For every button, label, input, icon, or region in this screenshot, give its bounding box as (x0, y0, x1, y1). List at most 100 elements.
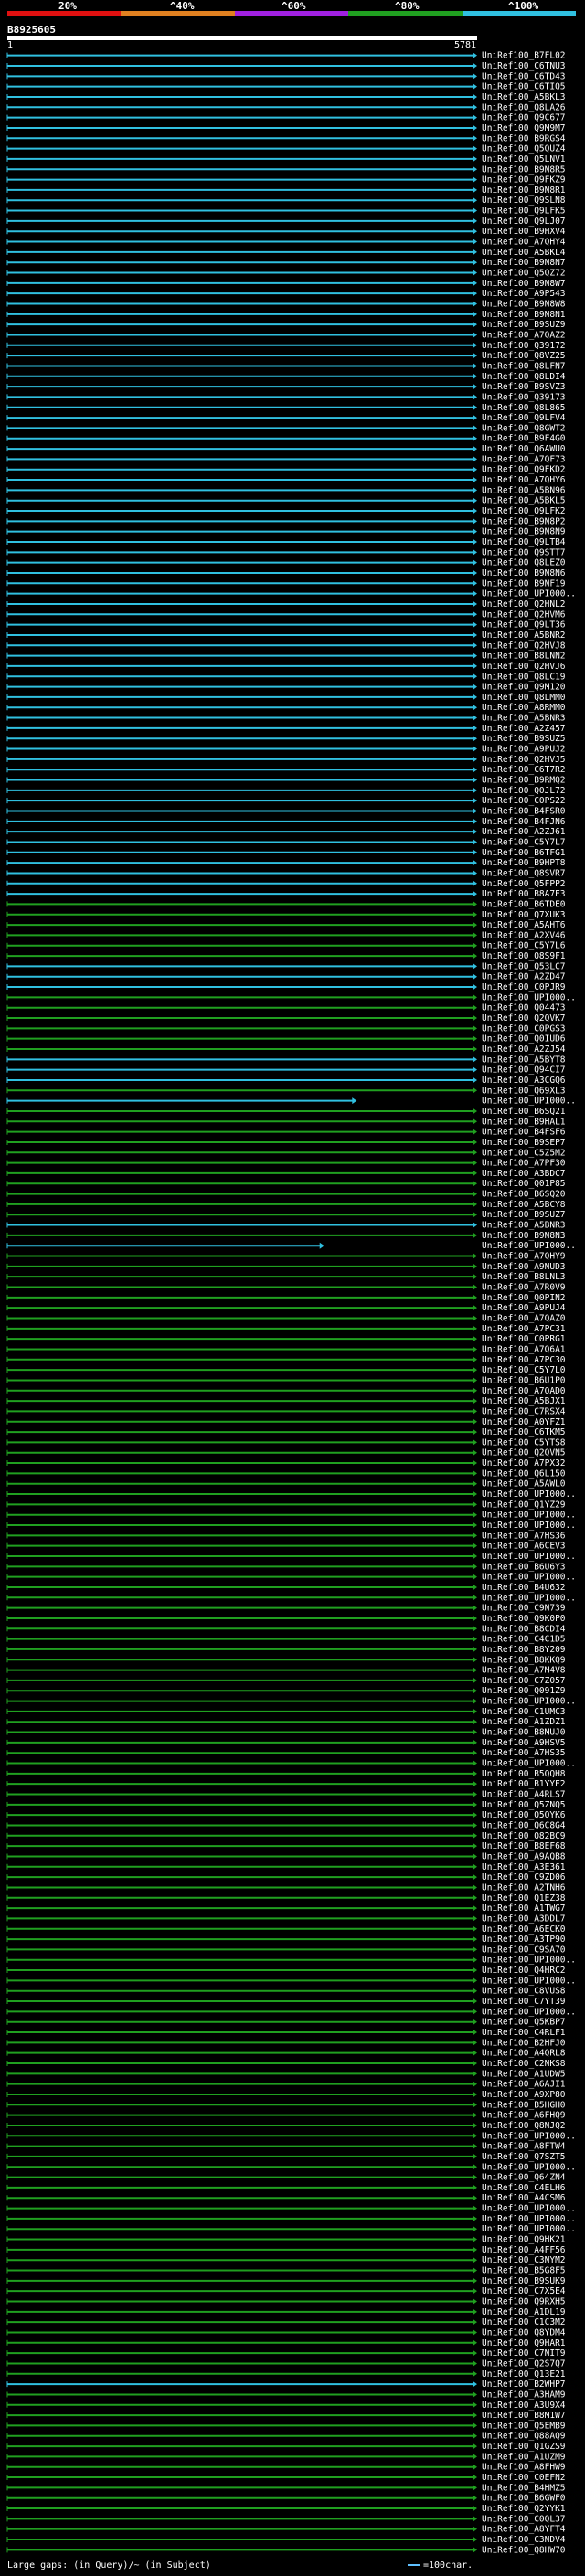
hit-label[interactable]: UniRef100_Q2S7Q7 (482, 2359, 566, 2369)
hit-row[interactable]: UniRef100_A2ZD47 (6, 972, 566, 982)
hit-label[interactable]: UniRef100_Q8NJQ2 (482, 2121, 566, 2131)
hit-row[interactable]: UniRef100_B8LNN2 (6, 652, 566, 662)
hit-label[interactable]: UniRef100_A5BJX1 (482, 1396, 566, 1406)
hit-label[interactable]: UniRef100_Q9FKD2 (482, 465, 566, 475)
hit-row[interactable]: UniRef100_Q8LFN7 (6, 361, 566, 371)
hit-row[interactable]: UniRef100_Q9RXH5 (6, 2297, 566, 2307)
hit-row[interactable]: UniRef100_B8LNL3 (6, 1272, 566, 1282)
hit-row[interactable]: UniRef100_A5BKL5 (6, 496, 566, 506)
hit-row[interactable]: UniRef100_C2NKS8 (6, 2059, 566, 2069)
hit-row[interactable]: UniRef100_A9HSV5 (6, 1738, 566, 1748)
hit-row[interactable]: UniRef100_Q5QUZ4 (6, 144, 566, 154)
hit-label[interactable]: UniRef100_A9XP80 (482, 2090, 566, 2100)
hit-label[interactable]: UniRef100_Q9HK21 (482, 2235, 566, 2245)
hit-label[interactable]: UniRef100_C7X5E4 (482, 2286, 566, 2296)
hit-label[interactable]: UniRef100_A7QAD0 (482, 1386, 566, 1396)
hit-label[interactable]: UniRef100_C1UMC3 (482, 1707, 566, 1717)
hit-label[interactable]: UniRef100_Q0IUD6 (482, 1034, 566, 1044)
hit-row[interactable]: UniRef100_UPI000.. (6, 2214, 576, 2224)
hit-label[interactable]: UniRef100_B4FSF6 (482, 1128, 566, 1138)
hit-row[interactable]: UniRef100_B6SQ21 (6, 1107, 566, 1117)
hit-row[interactable]: UniRef100_C7YT39 (6, 1997, 566, 2007)
hit-row[interactable]: UniRef100_B8A7E3 (6, 889, 566, 899)
hit-label[interactable]: UniRef100_Q6AWU0 (482, 444, 566, 454)
hit-row[interactable]: UniRef100_Q091Z9 (6, 1686, 566, 1696)
hit-label[interactable]: UniRef100_Q7SZT5 (482, 2152, 566, 2162)
hit-row[interactable]: UniRef100_B6U1P0 (6, 1375, 566, 1385)
hit-label[interactable]: UniRef100_UPI000.. (482, 589, 576, 599)
hit-label[interactable]: UniRef100_Q5LNV1 (482, 154, 566, 164)
hit-row[interactable]: UniRef100_A3E361 (6, 1862, 566, 1872)
hit-label[interactable]: UniRef100_UPI000.. (482, 1552, 576, 1562)
hit-label[interactable]: UniRef100_Q8GWT2 (482, 423, 566, 433)
hit-label[interactable]: UniRef100_UPI000.. (482, 2204, 576, 2214)
hit-label[interactable]: UniRef100_UPI000.. (482, 1489, 576, 1500)
hit-row[interactable]: UniRef100_A1UZM9 (6, 2452, 566, 2462)
hit-label[interactable]: UniRef100_A3E361 (482, 1862, 566, 1872)
hit-label[interactable]: UniRef100_B2WHP7 (482, 2380, 566, 2390)
hit-row[interactable]: UniRef100_Q6AWU0 (6, 444, 566, 454)
hit-row[interactable]: UniRef100_C7RSX4 (6, 1406, 566, 1416)
hit-label[interactable]: UniRef100_Q2HVJ8 (482, 641, 566, 651)
hit-row[interactable]: UniRef100_Q5QYK6 (6, 1810, 566, 1820)
hit-row[interactable]: UniRef100_A6ECK0 (6, 1924, 566, 1935)
hit-label[interactable]: UniRef100_Q091Z9 (482, 1686, 566, 1696)
hit-label[interactable]: UniRef100_B9N8W8 (482, 299, 566, 309)
hit-row[interactable]: UniRef100_A5BNR2 (6, 631, 566, 641)
hit-row[interactable]: UniRef100_UPI000.. (6, 1573, 576, 1583)
hit-row[interactable]: UniRef100_B6SQ20 (6, 1190, 566, 1200)
hit-label[interactable]: UniRef100_UPI000.. (482, 1511, 576, 1521)
hit-row[interactable]: UniRef100_Q9FKD2 (6, 465, 566, 475)
hit-row[interactable]: UniRef100_Q9M9M7 (6, 123, 566, 133)
hit-label[interactable]: UniRef100_B9RMQ2 (482, 776, 566, 786)
hit-row[interactable]: UniRef100_Q53LC7 (6, 961, 566, 971)
hit-label[interactable]: UniRef100_C3NDV4 (482, 2535, 566, 2545)
hit-label[interactable]: UniRef100_C0PS22 (482, 796, 566, 806)
hit-row[interactable]: UniRef100_Q1GZS9 (6, 2442, 566, 2452)
hit-label[interactable]: UniRef100_Q64ZN4 (482, 2173, 566, 2183)
hit-label[interactable]: UniRef100_A8FHW9 (482, 2463, 566, 2473)
hit-label[interactable]: UniRef100_UPI000.. (482, 1697, 576, 1707)
hit-row[interactable]: UniRef100_B9SUK9 (6, 2276, 566, 2286)
hit-label[interactable]: UniRef100_A5BNR2 (482, 631, 566, 641)
hit-label[interactable]: UniRef100_B9HXV4 (482, 227, 566, 237)
hit-row[interactable]: UniRef100_Q2HVM6 (6, 610, 566, 620)
hit-label[interactable]: UniRef100_C7NIT9 (482, 2348, 566, 2359)
hit-row[interactable]: UniRef100_A7PX32 (6, 1458, 566, 1468)
hit-row[interactable]: UniRef100_Q8LDI4 (6, 372, 566, 382)
hit-row[interactable]: UniRef100_Q8GWT2 (6, 423, 566, 433)
hit-row[interactable]: UniRef100_C9N739 (6, 1604, 566, 1614)
hit-row[interactable]: UniRef100_B9HAL1 (6, 1117, 566, 1127)
hit-label[interactable]: UniRef100_C9N739 (482, 1604, 566, 1614)
hit-label[interactable]: UniRef100_A5BKL3 (482, 92, 566, 102)
hit-row[interactable]: UniRef100_A4FF56 (6, 2245, 566, 2255)
hit-label[interactable]: UniRef100_Q5EMB9 (482, 2421, 566, 2431)
hit-row[interactable]: UniRef100_A7HS35 (6, 1748, 566, 1758)
hit-row[interactable]: UniRef100_Q9FKZ9 (6, 175, 566, 186)
hit-row[interactable]: UniRef100_UPI000.. (6, 1511, 576, 1521)
hit-label[interactable]: UniRef100_A7Q6A1 (482, 1344, 566, 1354)
hit-label[interactable]: UniRef100_Q5QZ72 (482, 269, 566, 279)
hit-row[interactable]: UniRef100_B6GWF0 (6, 2494, 566, 2504)
hit-label[interactable]: UniRef100_C0PGS3 (482, 1023, 566, 1034)
hit-row[interactable]: UniRef100_A5BCY8 (6, 1200, 566, 1210)
hit-label[interactable]: UniRef100_C1C3M2 (482, 2317, 566, 2327)
hit-label[interactable]: UniRef100_UPI000.. (482, 2224, 576, 2234)
hit-label[interactable]: UniRef100_Q1GZS9 (482, 2442, 566, 2452)
hit-row[interactable]: UniRef100_Q7SZT5 (6, 2152, 566, 2162)
hit-label[interactable]: UniRef100_A5AHT6 (482, 920, 566, 930)
hit-label[interactable]: UniRef100_A2ZJ54 (482, 1044, 566, 1055)
hit-label[interactable]: UniRef100_B8A7E3 (482, 889, 566, 899)
hit-row[interactable]: UniRef100_UPI000.. (6, 2007, 576, 2017)
hit-label[interactable]: UniRef100_A7QHY4 (482, 238, 566, 248)
hit-row[interactable]: UniRef100_Q9C677 (6, 113, 566, 123)
hit-row[interactable]: UniRef100_A9PUJ2 (6, 745, 566, 755)
hit-row[interactable]: UniRef100_A4RLS7 (6, 1790, 566, 1800)
hit-row[interactable]: UniRef100_A9P543 (6, 289, 566, 299)
hit-row[interactable]: UniRef100_A5BNR3 (6, 1221, 566, 1231)
hit-row[interactable]: UniRef100_C7X5E4 (6, 2286, 566, 2296)
hit-row[interactable]: UniRef100_B8MUJ0 (6, 1728, 566, 1738)
hit-label[interactable]: UniRef100_C6TD43 (482, 71, 566, 81)
hit-row[interactable]: UniRef100_Q9HAR1 (6, 2338, 566, 2348)
hit-label[interactable]: UniRef100_Q1YZ29 (482, 1500, 566, 1510)
